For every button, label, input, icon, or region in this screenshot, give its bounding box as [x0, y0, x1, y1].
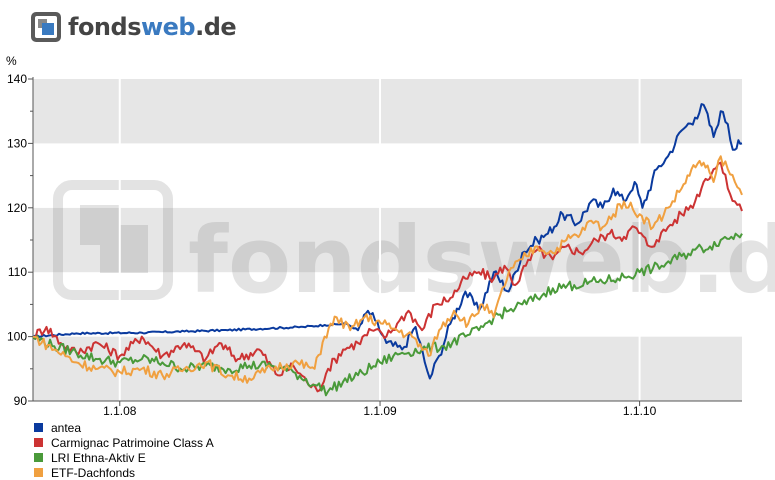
brand-logo: fondsweb.de: [30, 10, 237, 44]
x-tick-labels: 1.1.08 1.1.09 1.1.10: [103, 401, 657, 418]
y-tick-label: 120: [7, 201, 27, 215]
y-axis-unit: %: [6, 54, 17, 68]
legend-item: Carmignac Patrimoine Class A: [34, 435, 214, 450]
legend-label: ETF-Dachfonds: [51, 465, 136, 480]
legend-item: LRI Ethna-Aktiv E: [34, 450, 214, 465]
x-tick-label: 1.1.10: [623, 404, 657, 418]
y-tick-label: 130: [7, 136, 27, 150]
series-line: [32, 155, 743, 384]
legend-label: LRI Ethna-Aktiv E: [51, 450, 146, 465]
legend-swatch: [34, 453, 43, 462]
watermark-icon: [53, 180, 173, 300]
legend-swatch: [34, 468, 43, 477]
y-tick-label: 100: [7, 330, 27, 344]
background-bands: [33, 79, 742, 401]
x-tick-label: 1.1.09: [363, 404, 397, 418]
grid-band: [33, 79, 742, 144]
y-tick-labels: 90 100 110 120 130 140: [7, 72, 33, 408]
legend-label: antea: [51, 420, 82, 435]
watermark: fondsweb.de: [53, 180, 775, 314]
watermark-icon-inner-2: [100, 225, 148, 273]
axes: [32, 77, 742, 402]
y-tick-label: 140: [7, 72, 27, 86]
grid-band: [33, 143, 742, 208]
legend-item: antea: [34, 420, 214, 435]
legend: antea Carmignac Patrimoine Class A LRI Eth…: [34, 420, 214, 480]
y-tick-label: 90: [14, 394, 28, 408]
legend-item: ETF-Dachfonds: [34, 465, 214, 480]
series-line: [32, 161, 743, 393]
legend-swatch: [34, 438, 43, 447]
brand-name: fondsweb.de: [68, 13, 237, 41]
series-line: [32, 232, 743, 397]
legend-label: Carmignac Patrimoine Class A: [51, 435, 214, 450]
watermark-icon-inner: [80, 205, 120, 245]
series-lines: [32, 103, 743, 397]
legend-swatch: [34, 423, 43, 432]
y-tick-label: 110: [8, 265, 27, 279]
x-tick-label: 1.1.08: [103, 404, 137, 418]
grid-band: [33, 207, 742, 273]
watermark-text: fondsweb.de: [188, 207, 775, 314]
vertical-gridlines: [118, 79, 641, 401]
fondsweb-logo-icon: [31, 12, 61, 42]
grid-band: [33, 272, 742, 337]
grid-band: [33, 336, 742, 401]
